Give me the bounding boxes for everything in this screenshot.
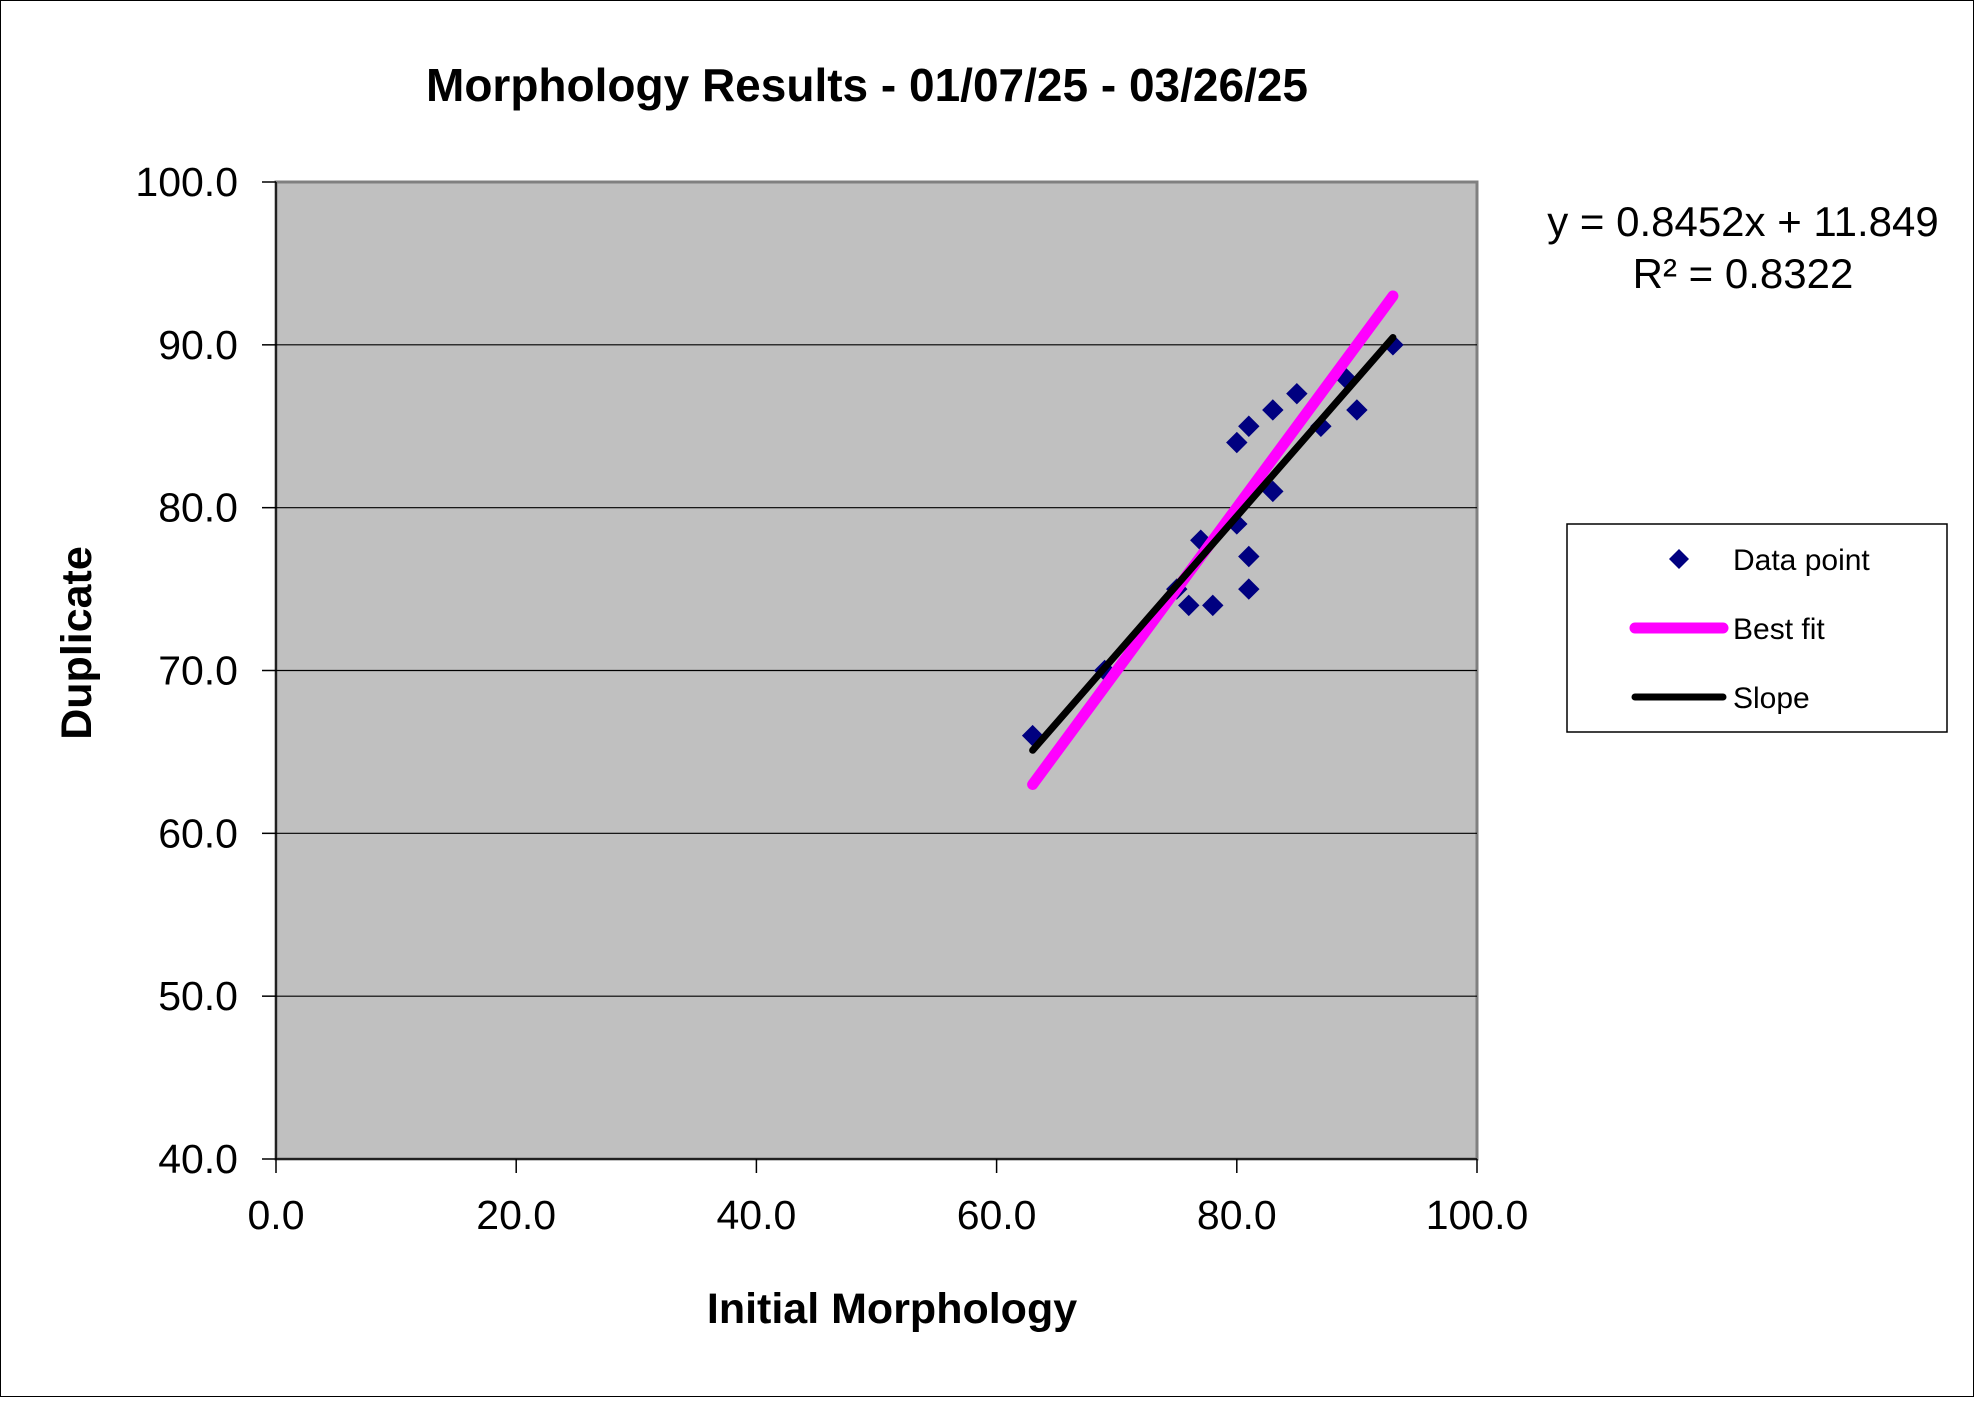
- data-point: [1202, 594, 1224, 617]
- data-point: [1346, 399, 1368, 421]
- data-point: [1238, 545, 1260, 568]
- y-tick-label-6: 100.0: [135, 159, 238, 205]
- data-point: [1178, 594, 1200, 617]
- y-tick-label-5: 90.0: [158, 322, 238, 368]
- x-tick-label-2: 40.0: [716, 1192, 796, 1238]
- series-layer: [1021, 290, 1404, 790]
- legend-marker: [1669, 549, 1689, 569]
- legend: Data point Best fit Slope: [1566, 523, 1948, 733]
- data-point: [1262, 399, 1284, 421]
- y-tick-label-0: 40.0: [158, 1136, 238, 1182]
- data-point: [1286, 382, 1308, 405]
- y-axis-title: Duplicate: [53, 546, 101, 740]
- x-tick-label-0: 0.0: [248, 1192, 305, 1238]
- legend-item-2: Slope: [1631, 682, 1810, 715]
- legend-item-1: Best fit: [1629, 613, 1825, 646]
- legend-item-0: Data point: [1669, 544, 1870, 577]
- x-tick-label-3: 60.0: [957, 1192, 1037, 1238]
- trendline-equation: y = 0.8452x + 11.849: [1547, 198, 1939, 245]
- data-point: [1238, 415, 1260, 437]
- y-tick-label-4: 80.0: [158, 485, 238, 531]
- x-axis-title: Initial Morphology: [707, 1285, 1077, 1333]
- legend-label: Slope: [1733, 682, 1810, 715]
- x-axis-ticks: 0.0 20.0 40.0 60.0 80.0 100.0: [248, 1159, 1529, 1238]
- legend-label: Best fit: [1733, 613, 1825, 646]
- y-tick-label-2: 60.0: [158, 810, 238, 856]
- legend-label: Data point: [1733, 544, 1870, 577]
- chart-title: Morphology Results - 01/07/25 - 03/26/25: [426, 59, 1308, 111]
- data-point: [1238, 578, 1260, 600]
- series-line-slope: [1029, 334, 1397, 754]
- data-point: [1226, 431, 1248, 454]
- trendline-r-squared: R² = 0.8322: [1633, 250, 1854, 297]
- gridlines: [276, 344, 1477, 997]
- y-axis-ticks: 40.0 50.0 60.0 70.0 80.0 90.0 100.0: [135, 159, 276, 1182]
- x-tick-label-1: 20.0: [476, 1192, 556, 1238]
- y-tick-label-3: 70.0: [158, 648, 238, 694]
- x-tick-label-4: 80.0: [1197, 1192, 1277, 1238]
- y-tick-label-1: 50.0: [158, 973, 238, 1019]
- x-tick-label-5: 100.0: [1426, 1192, 1529, 1238]
